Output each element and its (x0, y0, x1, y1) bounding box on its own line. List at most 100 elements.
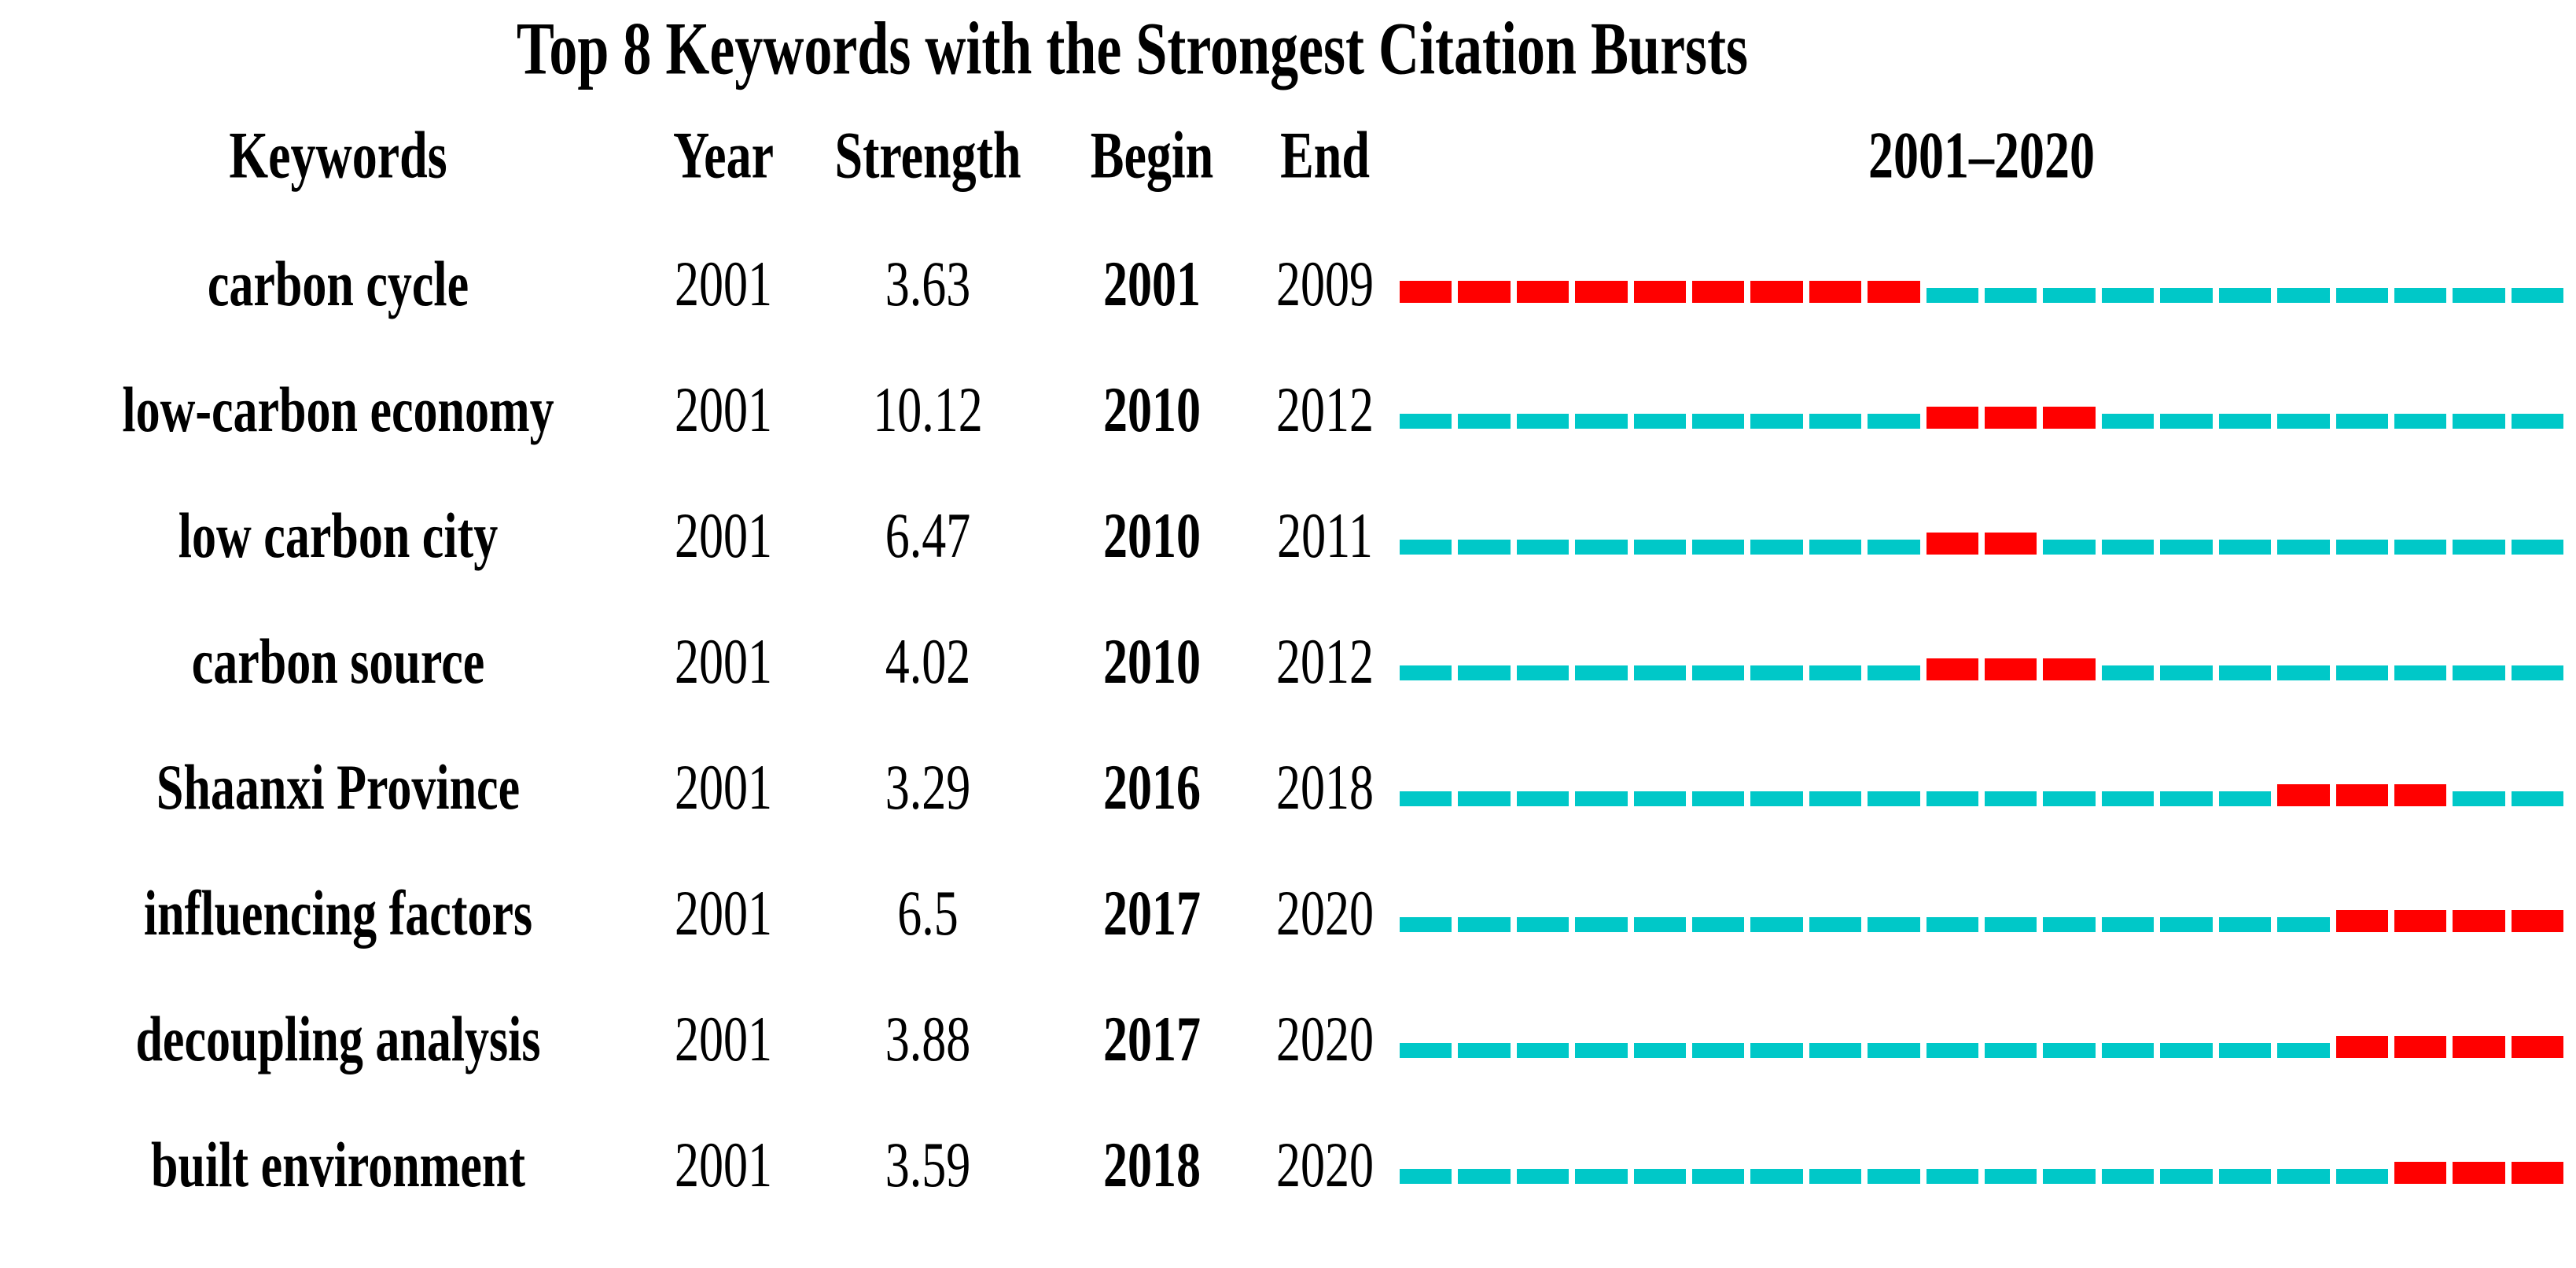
base-year-segment (1985, 917, 2037, 932)
base-year-segment (2218, 665, 2272, 680)
base-year-segment (1633, 665, 1687, 680)
base-year-segment (1985, 288, 2037, 303)
burst-year-segment (1926, 533, 1979, 555)
base-year-segment (2101, 917, 2155, 932)
burst-year-segment (2511, 1162, 2564, 1184)
base-year-segment (2160, 1169, 2213, 1184)
burst-year-segment (1750, 281, 1803, 303)
base-year-segment (1809, 917, 1862, 932)
base-year-segment (1458, 1169, 1511, 1184)
base-year-segment (2101, 791, 2155, 806)
table-row: decoupling analysis 2001 3.88 2017 2020 (31, 977, 2564, 1103)
begin-value: 2016 (1103, 752, 1201, 824)
strength-value: 3.59 (885, 1130, 971, 1201)
base-year-segment (1400, 414, 1452, 429)
begin-value: 2010 (1103, 500, 1201, 572)
base-year-segment (1400, 791, 1452, 806)
base-year-segment (2218, 791, 2272, 806)
base-year-segment (2394, 414, 2447, 429)
header-timeline-range: 2001–2020 (1868, 118, 2095, 193)
base-year-segment (2218, 917, 2272, 932)
burst-year-segment (2394, 1036, 2447, 1058)
base-year-segment (1750, 791, 1803, 806)
base-year-segment (2394, 288, 2447, 303)
base-year-segment (2101, 288, 2155, 303)
base-year-segment (1400, 540, 1452, 555)
base-year-segment (2335, 665, 2388, 680)
burst-year-segment (2453, 910, 2505, 932)
header-strength: Strength (834, 118, 1021, 193)
burst-bars (1400, 784, 2564, 806)
base-year-segment (1926, 288, 1979, 303)
base-year-segment (2043, 540, 2096, 555)
base-year-segment (1458, 414, 1511, 429)
strength-value: 3.63 (885, 249, 971, 320)
burst-timeline (1400, 1148, 2564, 1184)
base-year-segment (1926, 917, 1979, 932)
burst-year-segment (2277, 784, 2330, 806)
end-value: 2012 (1276, 626, 1374, 698)
keyword-label: decoupling analysis (135, 1004, 541, 1075)
base-year-segment (1575, 1169, 1628, 1184)
base-year-segment (2101, 1169, 2155, 1184)
base-year-segment (1809, 791, 1862, 806)
base-year-segment (2160, 540, 2213, 555)
base-year-segment (1633, 1169, 1687, 1184)
burst-timeline (1400, 896, 2564, 932)
base-year-segment (1868, 917, 1920, 932)
burst-timeline (1400, 1022, 2564, 1058)
base-year-segment (1750, 1043, 1803, 1058)
base-year-segment (2277, 288, 2330, 303)
base-year-segment (2218, 540, 2272, 555)
base-year-segment (2218, 1169, 2272, 1184)
base-year-segment (2511, 791, 2564, 806)
burst-bars (1400, 533, 2564, 555)
base-year-segment (2277, 1169, 2330, 1184)
burst-year-segment (1809, 281, 1862, 303)
keyword-label: influencing factors (143, 878, 533, 949)
base-year-segment (2453, 414, 2505, 429)
base-year-segment (1985, 1043, 2037, 1058)
base-year-segment (1868, 540, 1920, 555)
base-year-segment (2453, 665, 2505, 680)
base-year-segment (2335, 1169, 2388, 1184)
burst-year-segment (1633, 281, 1687, 303)
end-value: 2011 (1277, 500, 1373, 572)
figure-title: Top 8 Keywords with the Strongest Citati… (0, 7, 2265, 90)
base-year-segment (1692, 665, 1745, 680)
base-year-segment (1750, 540, 1803, 555)
year-value: 2001 (675, 626, 772, 698)
base-year-segment (1926, 791, 1979, 806)
year-value: 2001 (675, 752, 772, 824)
end-value: 2009 (1276, 249, 1374, 320)
base-year-segment (1516, 414, 1570, 429)
base-year-segment (2160, 288, 2213, 303)
year-value: 2001 (675, 374, 772, 446)
base-year-segment (2043, 288, 2096, 303)
base-year-segment (1516, 791, 1570, 806)
base-year-segment (1633, 540, 1687, 555)
year-value: 2001 (675, 1004, 772, 1075)
begin-value: 2017 (1103, 1004, 1201, 1075)
burst-year-segment (2453, 1036, 2505, 1058)
base-year-segment (1868, 665, 1920, 680)
base-year-segment (1692, 414, 1745, 429)
base-year-segment (1400, 1043, 1452, 1058)
base-year-segment (1750, 665, 1803, 680)
burst-year-segment (2394, 784, 2447, 806)
base-year-segment (1692, 791, 1745, 806)
base-year-segment (2453, 791, 2505, 806)
burst-year-segment (1458, 281, 1511, 303)
begin-value: 2010 (1103, 626, 1201, 698)
burst-year-segment (1985, 658, 2037, 680)
burst-bars (1400, 1162, 2564, 1184)
table-row: low carbon city 2001 6.47 2010 2011 (31, 474, 2564, 599)
base-year-segment (1575, 665, 1628, 680)
base-year-segment (2043, 1169, 2096, 1184)
table-row: built environment 2001 3.59 2018 2020 (31, 1103, 2564, 1229)
base-year-segment (1633, 791, 1687, 806)
table-row: Shaanxi Province 2001 3.29 2016 2018 (31, 725, 2564, 851)
base-year-segment (1809, 1043, 1862, 1058)
keyword-label: built environment (151, 1130, 525, 1201)
base-year-segment (1750, 414, 1803, 429)
